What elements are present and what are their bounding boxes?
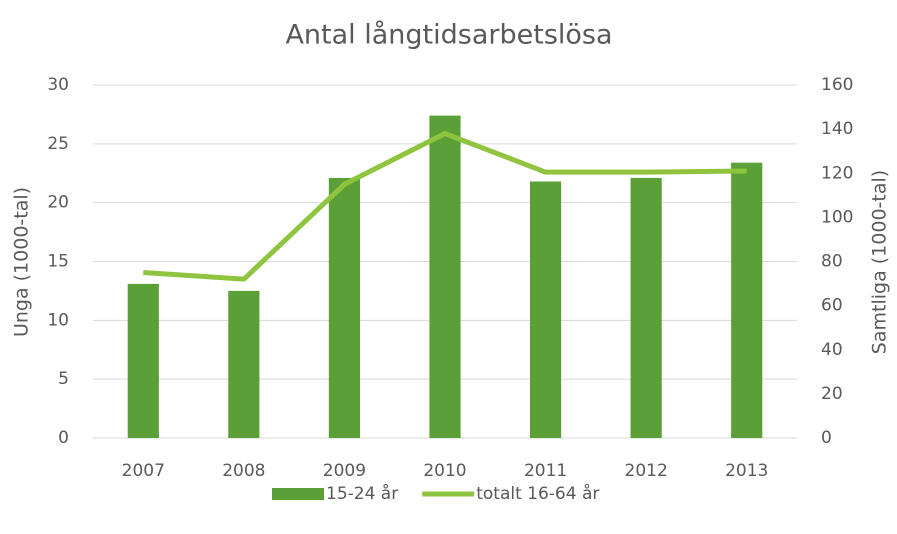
legend-swatch (272, 488, 324, 500)
bar (529, 181, 562, 438)
y2-tick-label: 80 (821, 252, 843, 272)
y-tick-label: 20 (47, 193, 69, 213)
x-tick-label: 2010 (423, 461, 466, 481)
y-tick-label: 10 (47, 310, 69, 330)
y2-axis-title: Samtliga (1000-tal) (869, 170, 891, 354)
y-tick-label: 25 (47, 134, 69, 154)
y-tick-label: 15 (47, 252, 69, 272)
x-tick-label: 2009 (323, 461, 366, 481)
y-tick-label: 5 (58, 369, 69, 389)
y2-tick-label: 140 (821, 119, 853, 139)
x-tick-label: 2007 (122, 461, 165, 481)
bar (228, 290, 260, 438)
legend-label: totalt 16-64 år (476, 483, 599, 504)
y2-tick-label: 120 (821, 163, 853, 183)
bar (429, 115, 461, 439)
y2-tick-label: 20 (821, 384, 843, 404)
x-tick-label: 2013 (725, 461, 768, 481)
y-tick-label: 30 (47, 75, 69, 95)
line (143, 131, 747, 282)
bar (630, 177, 662, 438)
x-tick-label: 2008 (222, 461, 265, 481)
y-axis-title: Unga (1000-tal) (11, 187, 33, 337)
bar (127, 283, 159, 438)
bar (731, 162, 763, 438)
y2-tick-label: 160 (821, 75, 853, 95)
legend-label: 15-24 år (326, 483, 398, 504)
y2-tick-label: 40 (821, 340, 843, 360)
y2-tick-label: 60 (821, 296, 843, 316)
y2-tick-label: 0 (821, 428, 832, 448)
y2-tick-label: 100 (821, 207, 853, 227)
y-tick-label: 0 (58, 428, 69, 448)
x-tick-label: 2011 (524, 461, 567, 481)
bar (328, 177, 361, 438)
chart-title: Antal långtidsarbetslösa (285, 20, 612, 51)
x-tick-label: 2012 (625, 461, 668, 481)
